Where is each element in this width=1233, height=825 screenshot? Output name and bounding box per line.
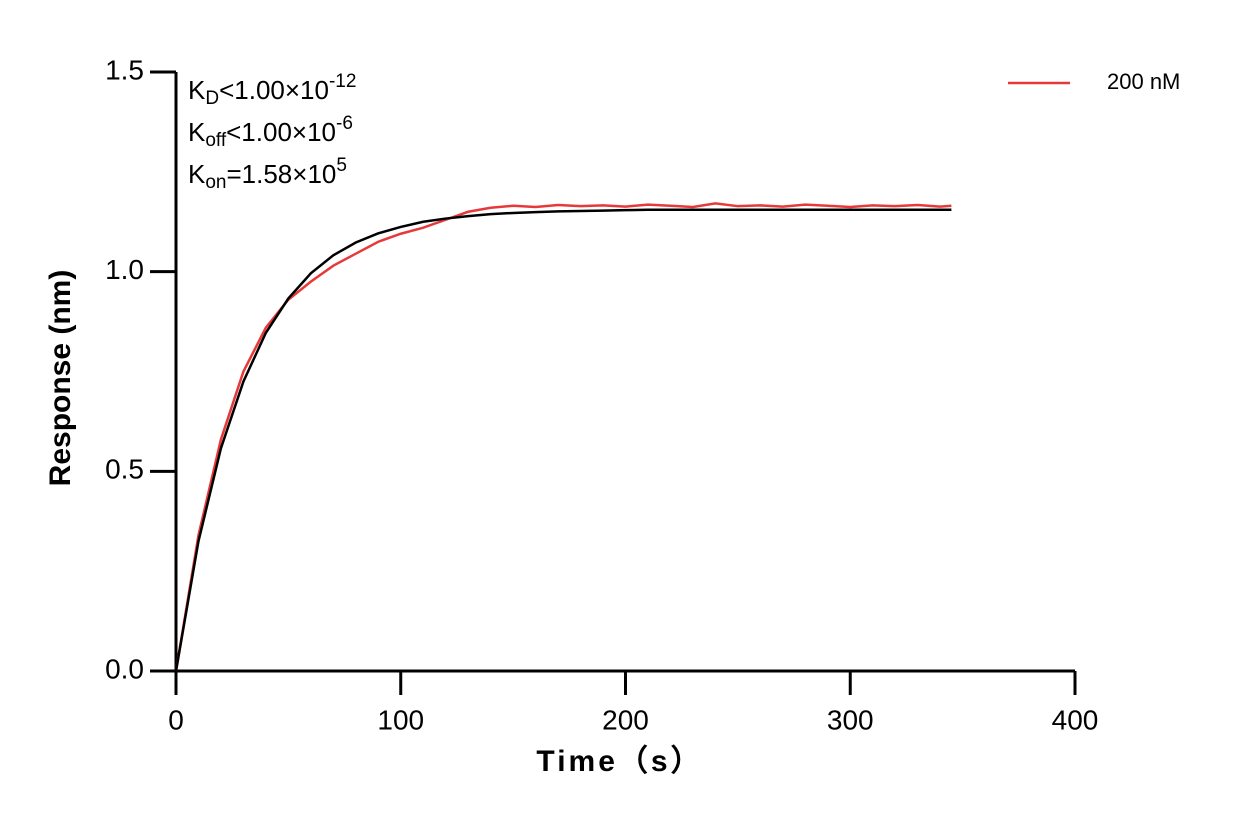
y-axis-title: Response (nm) [44,270,77,487]
annotation-subscript: on [205,172,226,193]
y-tick-label: 1.5 [105,54,144,85]
annotation-base: K [188,75,206,105]
y-tick-label: 0.5 [105,454,144,485]
x-tick-label: 200 [602,704,649,735]
annotation-subscript: D [205,88,219,109]
y-tick-label: 0.0 [105,653,144,684]
annotation-superscript: -12 [329,71,356,92]
x-axis-title: Time（s） [536,744,703,778]
annotation: KD<1.00×10-12 [188,71,356,109]
x-tick-label: 300 [827,704,874,735]
x-tick-label: 100 [377,704,424,735]
annotation-text: =1.58×10 [226,159,336,189]
x-tick-label: 0 [168,704,184,735]
annotation-base: K [188,117,206,147]
annotation-text: <1.00×10 [226,117,336,147]
annotation: Koff<1.00×10-6 [188,113,353,151]
x-tick-label: 400 [1052,704,1099,735]
y-tick-label: 1.0 [105,254,144,285]
legend-label: 200 nM [1107,69,1180,94]
annotation-text: <1.00×10 [219,75,329,105]
annotation-superscript: -6 [336,113,353,134]
annotation-base: K [188,159,206,189]
annotation-superscript: 5 [336,155,347,176]
annotation: Kon=1.58×105 [188,155,347,193]
series-line [174,208,952,672]
series-line [174,202,952,672]
annotation-subscript: off [205,130,227,151]
